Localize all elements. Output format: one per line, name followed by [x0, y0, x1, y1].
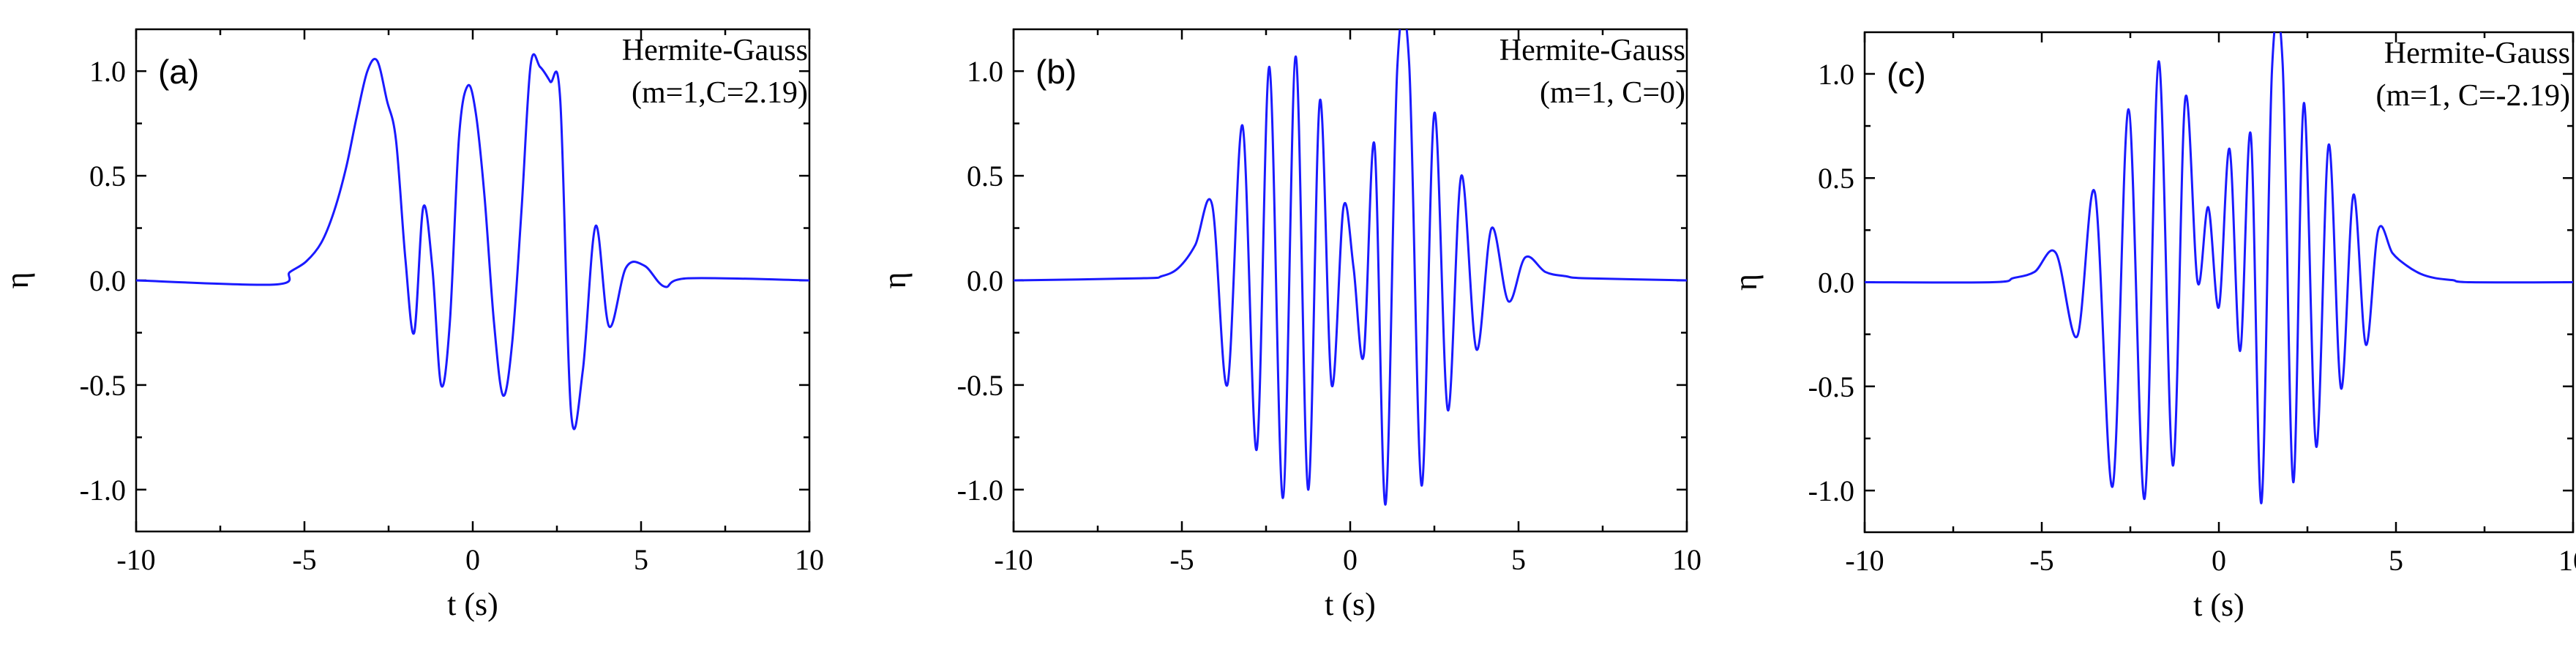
x-tick-label: 10: [1672, 543, 1701, 576]
y-axis-title: η: [1728, 274, 1764, 291]
y-tick-label: 0.0: [967, 264, 1003, 297]
y-tick-label: -0.5: [957, 369, 1003, 402]
y-tick-label: 1.0: [1818, 58, 1854, 91]
annotation-params: (m=1,C=2.19): [632, 76, 808, 110]
x-tick-label: 5: [1511, 543, 1526, 576]
x-tick-label: 5: [2389, 544, 2403, 577]
y-tick-label: 1.0: [89, 55, 126, 88]
x-tick-label: -10: [994, 543, 1033, 576]
x-tick-label: -5: [1169, 543, 1194, 576]
y-axis-title: η: [0, 272, 35, 288]
y-tick-label: 0.5: [1818, 162, 1854, 195]
x-tick-label: -5: [292, 543, 316, 576]
series-line: [1865, 32, 2573, 504]
panel-label: (c): [1887, 56, 1926, 94]
series-line: [136, 53, 809, 430]
annotation-params: (m=1, C=-2.19): [2375, 79, 2570, 113]
y-tick-label: -1.0: [957, 474, 1003, 507]
x-tick-label: 5: [634, 543, 648, 576]
x-tick-label: -10: [1845, 544, 1884, 577]
y-tick-label: 1.0: [967, 55, 1003, 88]
y-tick-label: 0.5: [967, 160, 1003, 193]
x-axis-title: t (s): [447, 586, 498, 622]
y-tick-label: -1.0: [1808, 474, 1854, 507]
x-tick-label: -5: [2029, 544, 2053, 577]
y-axis-title: η: [877, 272, 913, 288]
annotation-params: (m=1, C=0): [1540, 76, 1685, 110]
series-line: [1014, 29, 1687, 506]
y-tick-label: -0.5: [1808, 370, 1854, 403]
y-tick-label: 0.0: [89, 264, 126, 297]
annotation-title: Hermite-Gauss: [622, 34, 808, 67]
x-axis-title: t (s): [2193, 587, 2244, 623]
y-tick-label: 0.5: [89, 160, 126, 193]
x-tick-label: 10: [2558, 544, 2576, 577]
x-tick-label: -10: [116, 543, 155, 576]
chart-panel-b: -10 -5 0 5 10 1.0 0.5 0.0 -0.5 -1.0 t (s) η (b) Hermi…: [877, 28, 1701, 622]
x-tick-label: 0: [2212, 544, 2226, 577]
annotation-title: Hermite-Gauss: [1499, 34, 1685, 67]
chart-panel-a: -10 -5 0 5 10 1.0 0.5 0.0 -0.5 -1.0 t (s) η (a) Hermi…: [0, 28, 824, 622]
x-tick-label: 0: [1343, 543, 1358, 576]
annotation-title: Hermite-Gauss: [2384, 37, 2570, 70]
x-tick-label: 0: [465, 543, 480, 576]
panel-label: (b): [1036, 53, 1077, 91]
chart-panel-c: -10 -5 0 5 10 1.0 0.5 0.0 -0.5 -1.0 t (s) η (c) Hermi…: [1728, 31, 2576, 623]
y-tick-label: -0.5: [80, 369, 126, 402]
panel-label: (a): [158, 53, 199, 91]
y-tick-label: 0.0: [1818, 266, 1854, 299]
x-tick-label: 10: [795, 543, 824, 576]
y-tick-label: -1.0: [80, 474, 126, 507]
x-axis-title: t (s): [1325, 586, 1376, 622]
